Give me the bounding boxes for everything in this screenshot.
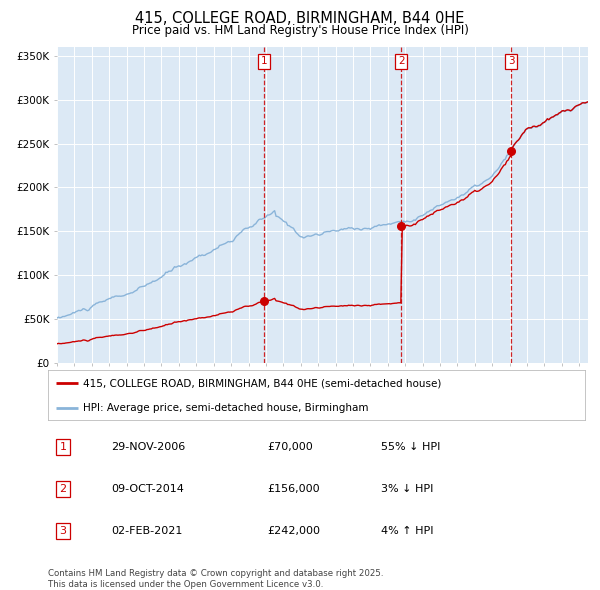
Text: 2: 2 (398, 57, 404, 67)
Text: 55% ↓ HPI: 55% ↓ HPI (381, 442, 440, 452)
Text: 3% ↓ HPI: 3% ↓ HPI (381, 484, 433, 494)
Text: 09-OCT-2014: 09-OCT-2014 (111, 484, 184, 494)
Text: 415, COLLEGE ROAD, BIRMINGHAM, B44 0HE: 415, COLLEGE ROAD, BIRMINGHAM, B44 0HE (136, 11, 464, 25)
Text: £242,000: £242,000 (267, 526, 320, 536)
Text: 1: 1 (261, 57, 268, 67)
Text: 4% ↑ HPI: 4% ↑ HPI (381, 526, 433, 536)
Text: 415, COLLEGE ROAD, BIRMINGHAM, B44 0HE (semi-detached house): 415, COLLEGE ROAD, BIRMINGHAM, B44 0HE (… (83, 378, 441, 388)
Text: Contains HM Land Registry data © Crown copyright and database right 2025.
This d: Contains HM Land Registry data © Crown c… (48, 569, 383, 589)
Text: Price paid vs. HM Land Registry's House Price Index (HPI): Price paid vs. HM Land Registry's House … (131, 24, 469, 37)
Text: £156,000: £156,000 (267, 484, 320, 494)
Text: £70,000: £70,000 (267, 442, 313, 452)
Text: 3: 3 (508, 57, 515, 67)
Text: HPI: Average price, semi-detached house, Birmingham: HPI: Average price, semi-detached house,… (83, 402, 368, 412)
Text: 2: 2 (59, 484, 67, 494)
Text: 1: 1 (59, 442, 67, 452)
Text: 3: 3 (59, 526, 67, 536)
Text: 02-FEB-2021: 02-FEB-2021 (111, 526, 182, 536)
Text: 29-NOV-2006: 29-NOV-2006 (111, 442, 185, 452)
